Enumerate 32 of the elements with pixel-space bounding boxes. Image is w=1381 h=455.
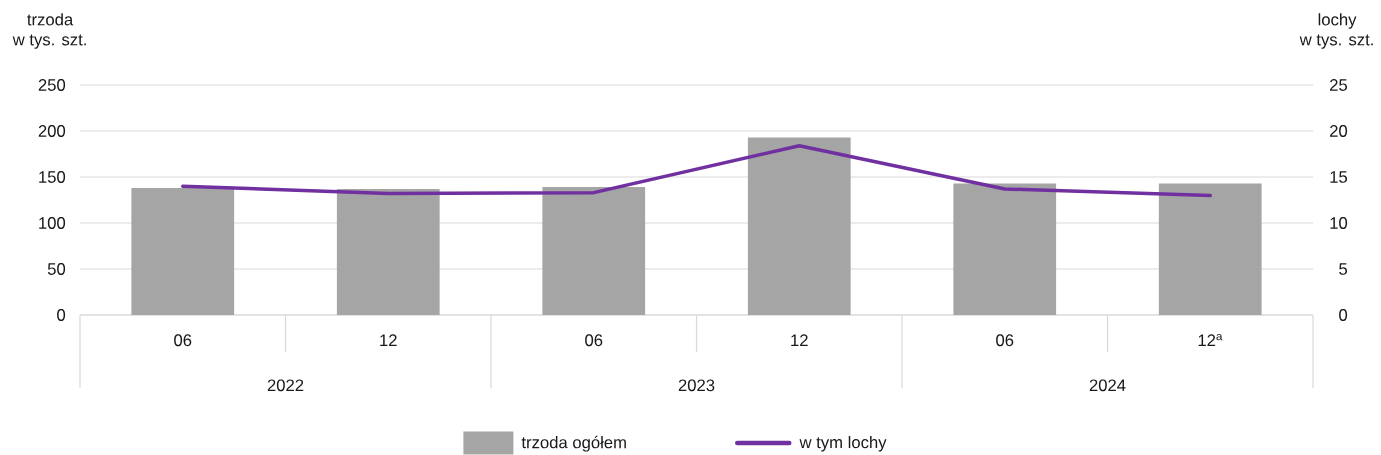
bar xyxy=(953,183,1057,315)
text: 2022 xyxy=(267,379,304,392)
y2-axis-title: lochy w tys. szt. xyxy=(1299,13,1373,49)
bar xyxy=(336,188,440,315)
y-tick-label: 150 xyxy=(39,171,66,183)
x-tick-label: 06 xyxy=(174,334,192,347)
y-tick-label: 100 xyxy=(39,217,66,229)
bar xyxy=(542,187,646,315)
bar xyxy=(131,188,235,315)
bar xyxy=(747,137,851,315)
y-axis-title: trzoda w tys. szt. xyxy=(12,13,86,49)
y2-tick-label: 20 xyxy=(1330,125,1348,137)
x-tick-label: 06 xyxy=(585,334,603,347)
line-series xyxy=(181,143,1212,198)
y2-tick-label: 10 xyxy=(1330,217,1348,229)
x-tick-label: 12$^{a}$ xyxy=(1198,333,1223,346)
x-tick-label: 12 xyxy=(791,334,808,346)
legend-label: w tym lochy xyxy=(799,435,887,452)
y2-tick-label: 5 xyxy=(1339,263,1348,275)
text: 2024 xyxy=(1089,379,1126,392)
text: 2023 xyxy=(678,379,715,392)
y2-tick-label: 15 xyxy=(1330,171,1348,183)
y-tick-label: 0 xyxy=(57,309,66,321)
y2-tick-label: 0 xyxy=(1339,309,1348,321)
x-tick-label: 12 xyxy=(380,334,397,346)
y-tick-label: 200 xyxy=(38,125,66,137)
y2-tick-label: 25 xyxy=(1330,79,1348,91)
legend-label: trzoda ogółem xyxy=(521,435,626,452)
bar xyxy=(1158,183,1262,315)
y-tick-label: 50 xyxy=(47,263,66,275)
y-tick-label: 250 xyxy=(38,79,66,91)
x-tick-label: 06 xyxy=(996,334,1014,347)
